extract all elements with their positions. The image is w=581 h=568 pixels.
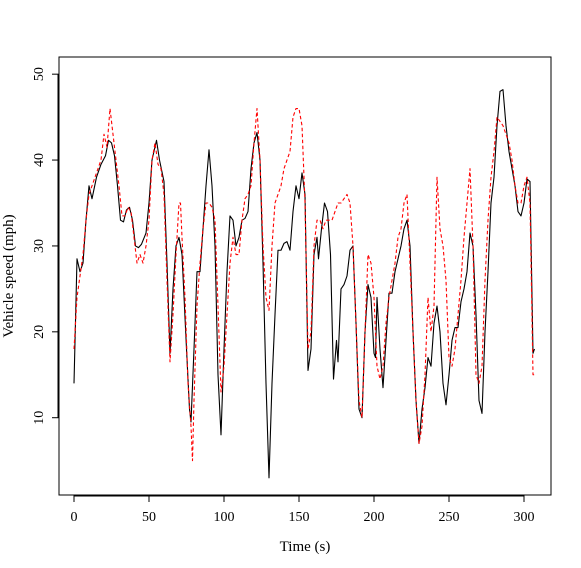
x-tick-label: 0 [71,510,78,525]
x-tick-label: 300 [514,510,535,525]
y-tick-label: 40 [32,153,47,167]
y-axis-title: Vehicle speed (mph) [1,214,17,337]
y-tick-label: 20 [32,325,47,339]
x-axis: 0 50 100 150 200 250 300 [71,495,535,525]
y-tick-label: 50 [32,67,47,81]
x-axis-title: Time (s) [280,539,331,555]
series-layer [73,89,536,479]
series-line-solid [73,89,536,479]
x-tick-label: 50 [142,510,156,525]
series-line-dashed [73,107,535,462]
y-tick-label: 30 [32,239,47,253]
x-tick-label: 200 [364,510,385,525]
x-tick-label: 150 [289,510,310,525]
y-axis: 10 20 30 40 50 [32,67,59,425]
y-tick-label: 10 [32,411,47,425]
x-tick-label: 250 [439,510,460,525]
x-tick-label: 100 [214,510,235,525]
plot-area-frame [58,56,552,496]
